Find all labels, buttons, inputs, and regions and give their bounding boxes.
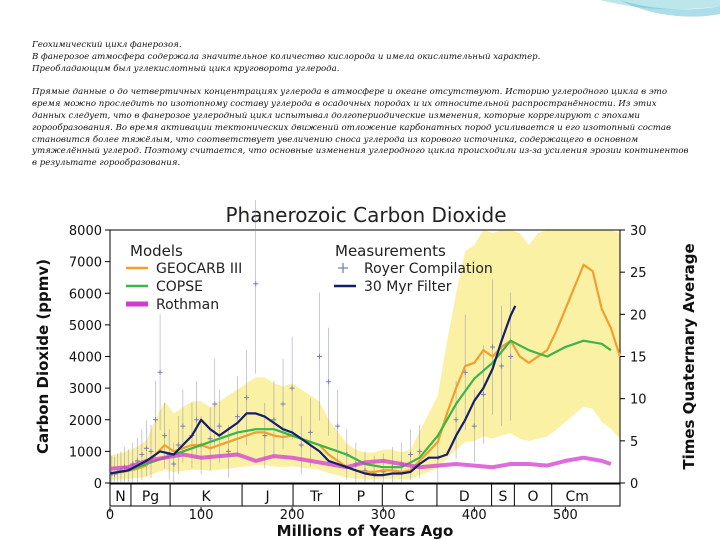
legend-swatch [338,263,348,273]
series-line [109,305,517,477]
heading-line: Геохимический цикл фанерозоя. [32,40,182,50]
period-label: N [115,489,125,505]
data-point [153,417,159,423]
data-point [307,429,313,435]
period-label: P [357,489,365,505]
data-point [298,442,304,448]
legend-entry: GEOCARB III [156,261,242,277]
data-point [244,395,250,401]
y-tick-label: 5000 [69,319,102,334]
data-point [139,452,145,458]
x-tick-label: 500 [553,508,578,523]
y-tick-label: 3000 [69,382,102,397]
legend-entry: Royer Compilation [364,261,493,277]
data-point [143,445,149,451]
co2-chart: Phanerozoic Carbon Dioxide 0 1000 2000 3000… [30,200,710,540]
legend-measurements-title: Measurements [335,242,446,260]
y2-axis-label: Times Quaternary Average [680,243,698,469]
data-point [453,417,459,423]
chart-svg: Phanerozoic Carbon Dioxide 0100020003000… [34,200,698,540]
legend-entry: Rothman [156,297,219,313]
data-point [175,442,181,448]
legend-models-title: Models [130,242,183,260]
y2-tick-label: 15 [630,351,647,366]
y-tick-label: 7000 [69,256,102,271]
data-point [180,423,186,429]
y2-tick-label: 20 [630,308,647,323]
data-point [316,354,322,359]
data-point [253,281,259,287]
data-point [289,385,295,391]
period-label: Cm [565,489,588,505]
data-point [271,417,277,423]
series-line [109,452,612,471]
data-point [499,363,505,369]
y2-tick-label: 30 [630,224,647,239]
intro-text: Геохимический цикл фанерозоя. В фанерозо… [32,40,692,170]
data-point [171,461,177,467]
data-point [335,423,341,429]
x-tick-label: 200 [280,508,305,523]
data-point [157,369,163,375]
data-point [235,414,240,420]
y2-tick-label: 5 [630,435,638,450]
period-label: O [528,489,539,505]
data-point [207,436,213,442]
x-tick-label: 300 [371,508,396,523]
y2-tick-label: 25 [630,266,647,281]
period-label: C [405,489,415,505]
legend-entry: 30 Myr Filter [364,279,452,295]
y2-tick-label: 0 [630,477,638,492]
body-paragraph: Прямые данные о до четвертичных концентр… [32,87,689,169]
data-point [480,391,486,397]
period-label: Tr [309,489,322,505]
slide-decoration [600,0,720,17]
axes: 0100020003000400050006000700080000510152… [34,224,698,540]
data-point [280,401,286,407]
y-tick-label: 0 [94,477,102,492]
data-point [216,423,222,429]
geologic-periods: N Pg K J Tr P C D S O Cm [109,483,621,507]
y-tick-label: 1000 [69,445,102,460]
data-point [162,433,168,439]
y-tick-label: 6000 [69,287,102,302]
x-axis-label: Millions of Years Ago [277,522,454,540]
x-tick-label: 100 [189,508,214,523]
legend: Models Measurements GEOCARB III COPSE Rothma… [126,242,493,313]
data-point [212,401,218,407]
data-point [417,448,423,454]
period-label: S [499,489,508,505]
period-strip [109,483,621,507]
data-point [508,354,514,359]
data-point [326,379,332,385]
heading-line: В фанерозое атмосфера содержала значител… [32,51,541,62]
period-label: K [201,489,211,505]
legend-entry: COPSE [156,279,203,295]
period-label: J [264,489,269,505]
y-tick-label: 4000 [69,351,102,366]
data-point [148,448,154,454]
period-label: Pg [142,489,159,505]
y2-tick-label: 10 [630,393,647,408]
data-point [471,423,477,429]
data-point [194,417,200,423]
x-tick-label: 400 [462,508,487,523]
data-point [408,452,414,458]
series-lines [109,263,622,477]
x-tick-label: 0 [106,508,114,523]
y-tick-label: 2000 [69,414,102,429]
period-label: D [459,489,470,505]
data-point [262,433,268,439]
heading-line: Преобладающим был углекислотный цикл кру… [32,63,340,74]
y-axis-label: Carbon Dioxide (ppmv) [34,259,52,454]
data-point [225,448,231,454]
y-tick-label: 8000 [69,224,102,239]
chart-title: Phanerozoic Carbon Dioxide [225,203,506,227]
data-point [490,344,495,350]
